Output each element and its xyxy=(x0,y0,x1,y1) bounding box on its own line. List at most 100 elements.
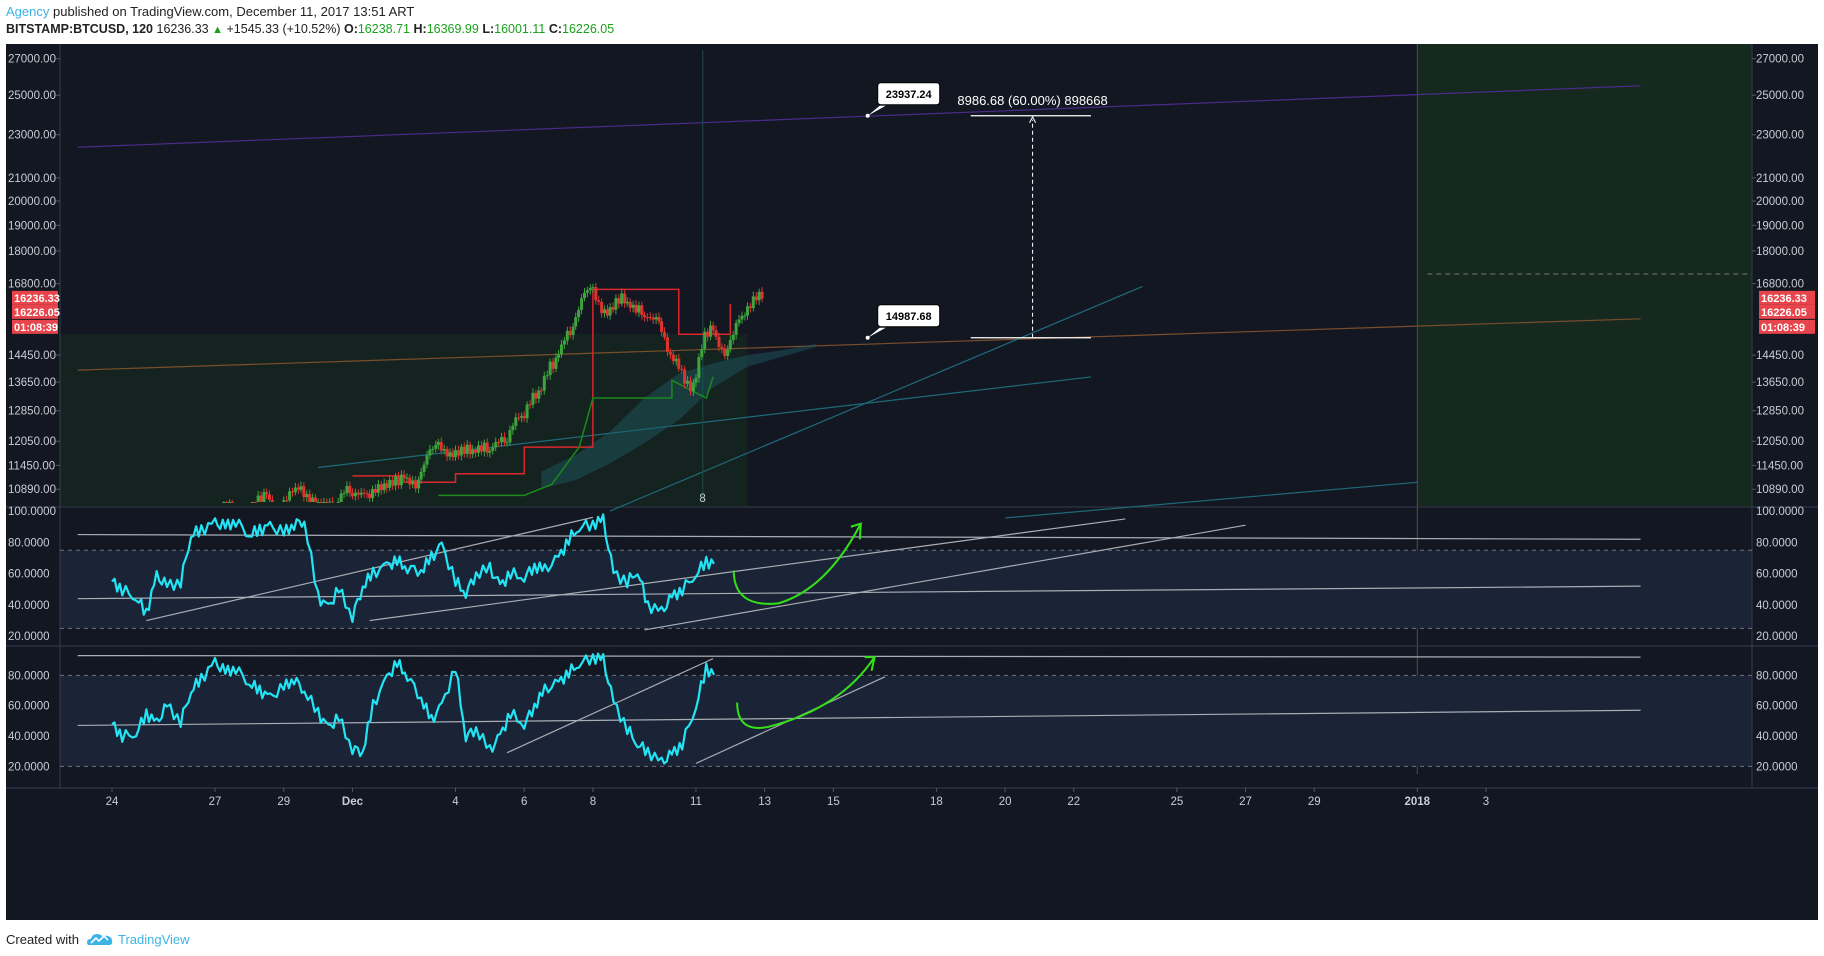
price-tag-bg-2-1 xyxy=(1759,319,1815,334)
price-right-tick-label-1: 25000.00 xyxy=(1756,90,1804,102)
chart-header: Agency published on TradingView.com, Dec… xyxy=(0,0,1824,44)
high-value: 16369.99 xyxy=(426,22,479,36)
candle-body xyxy=(711,325,715,331)
osc2-arrow-head xyxy=(864,656,876,671)
grid-layer xyxy=(6,44,1818,792)
candle-body xyxy=(350,492,354,497)
candle-body xyxy=(542,376,546,391)
price-left-tick-label-7: 16800.00 xyxy=(8,279,56,291)
osc2-left-tick-1: 60.0000 xyxy=(8,701,50,713)
price-left-tick-label-12: 11450.00 xyxy=(8,460,55,472)
candle-body xyxy=(299,486,303,490)
candle-body xyxy=(342,493,346,495)
osc1-left-tick-0: 100.0000 xyxy=(8,506,56,518)
candle-body xyxy=(376,484,380,493)
candle-body xyxy=(368,493,372,499)
candle-body xyxy=(428,449,432,456)
tradingview-cloud-icon[interactable] xyxy=(86,930,114,948)
candle-body xyxy=(743,315,747,317)
candle-body xyxy=(740,315,744,320)
base-callout-box xyxy=(877,304,941,328)
author-link[interactable]: Agency xyxy=(6,4,50,19)
candle-body xyxy=(603,309,607,314)
candle-body xyxy=(748,306,752,309)
x-tick-label-10: 18 xyxy=(930,796,943,808)
candle-body xyxy=(302,486,306,498)
candle-body xyxy=(751,296,755,309)
candle-body xyxy=(359,492,363,495)
candle-body xyxy=(431,448,435,450)
osc1-band-fill xyxy=(60,550,1752,629)
price-left-tick-label-1: 25000.00 xyxy=(8,90,56,102)
candle-body xyxy=(388,479,392,488)
support-step-line xyxy=(438,376,714,497)
osc1-trendline-4 xyxy=(644,524,1246,631)
candle-body xyxy=(265,492,269,495)
candle-body xyxy=(668,351,672,355)
candle-body xyxy=(642,315,646,317)
osc1-right-tick-2: 60.0000 xyxy=(1756,569,1798,581)
candle-body xyxy=(600,302,604,314)
candle-body xyxy=(537,390,541,399)
x-tick-label-9: 15 xyxy=(827,796,840,808)
candle-body xyxy=(562,340,566,345)
last-price: 16236.33 xyxy=(156,22,209,36)
chart-canvas[interactable]: 8 8986.68 (60.00%) 898668 23937.24 14987.68… xyxy=(0,44,1824,922)
candle-body xyxy=(611,307,615,310)
candle-body xyxy=(525,404,529,419)
candle-body xyxy=(657,317,661,322)
candle-body xyxy=(514,417,518,426)
candle-body xyxy=(345,485,349,494)
candle-body xyxy=(651,317,655,320)
candle-body xyxy=(353,492,357,497)
price-tag-label-0-1: 16236.33 xyxy=(1761,293,1807,305)
candle-body xyxy=(474,449,478,453)
candle-body xyxy=(362,492,366,494)
candle-body xyxy=(545,375,549,377)
price-left-tick-label-13: 10890.00 xyxy=(8,484,56,496)
candle-body xyxy=(511,425,515,431)
candle-body xyxy=(591,287,595,289)
candle-body xyxy=(654,317,658,320)
osc1-left-tick-3: 40.0000 xyxy=(8,600,50,612)
candle-body xyxy=(645,316,649,318)
teal-trendline-base xyxy=(1005,481,1418,519)
candle-body xyxy=(328,501,332,503)
candle-body xyxy=(597,300,601,303)
candle-body xyxy=(396,476,400,486)
candle-body xyxy=(371,488,375,499)
osc1-left-tick-4: 20.0000 xyxy=(8,631,50,643)
x-tick-label-3: Dec xyxy=(342,796,364,808)
x-tick-label-2: 29 xyxy=(277,796,290,808)
candle-body xyxy=(757,291,761,301)
candle-body xyxy=(336,502,340,503)
candle-body xyxy=(445,449,449,457)
candle-body xyxy=(717,336,721,347)
candle-body xyxy=(648,317,652,319)
candle-body xyxy=(571,326,575,336)
publish-info: published on TradingView.com, December 1… xyxy=(53,4,415,19)
candle-body xyxy=(694,378,698,383)
candle-body xyxy=(528,404,532,406)
candle-body xyxy=(620,293,624,304)
candle-body xyxy=(462,446,466,454)
base-callout-text: 14987.68 xyxy=(886,311,932,323)
candle-body xyxy=(660,321,664,332)
price-left-tick-label-5: 19000.00 xyxy=(8,220,56,232)
x-tick-label-5: 6 xyxy=(521,796,527,808)
candle-body xyxy=(531,392,535,405)
candle-body xyxy=(259,495,263,502)
candle-body xyxy=(539,390,543,392)
osc1-right-tick-1: 80.0000 xyxy=(1756,537,1798,549)
price-tag-label-1-0: 16226.05 xyxy=(14,307,60,319)
x-tick-label-11: 20 xyxy=(999,796,1012,808)
candle-body xyxy=(534,392,538,399)
candle-body xyxy=(680,368,684,370)
price-left-tick-label-0: 27000.00 xyxy=(8,54,56,66)
overlay-note-label: 8 xyxy=(699,493,705,505)
candle-body xyxy=(760,291,764,299)
candle-body xyxy=(608,307,612,316)
open-value: 16238.71 xyxy=(357,22,410,36)
osc2-right-tick-1: 60.0000 xyxy=(1756,701,1798,713)
tradingview-link[interactable]: TradingView xyxy=(118,932,190,947)
